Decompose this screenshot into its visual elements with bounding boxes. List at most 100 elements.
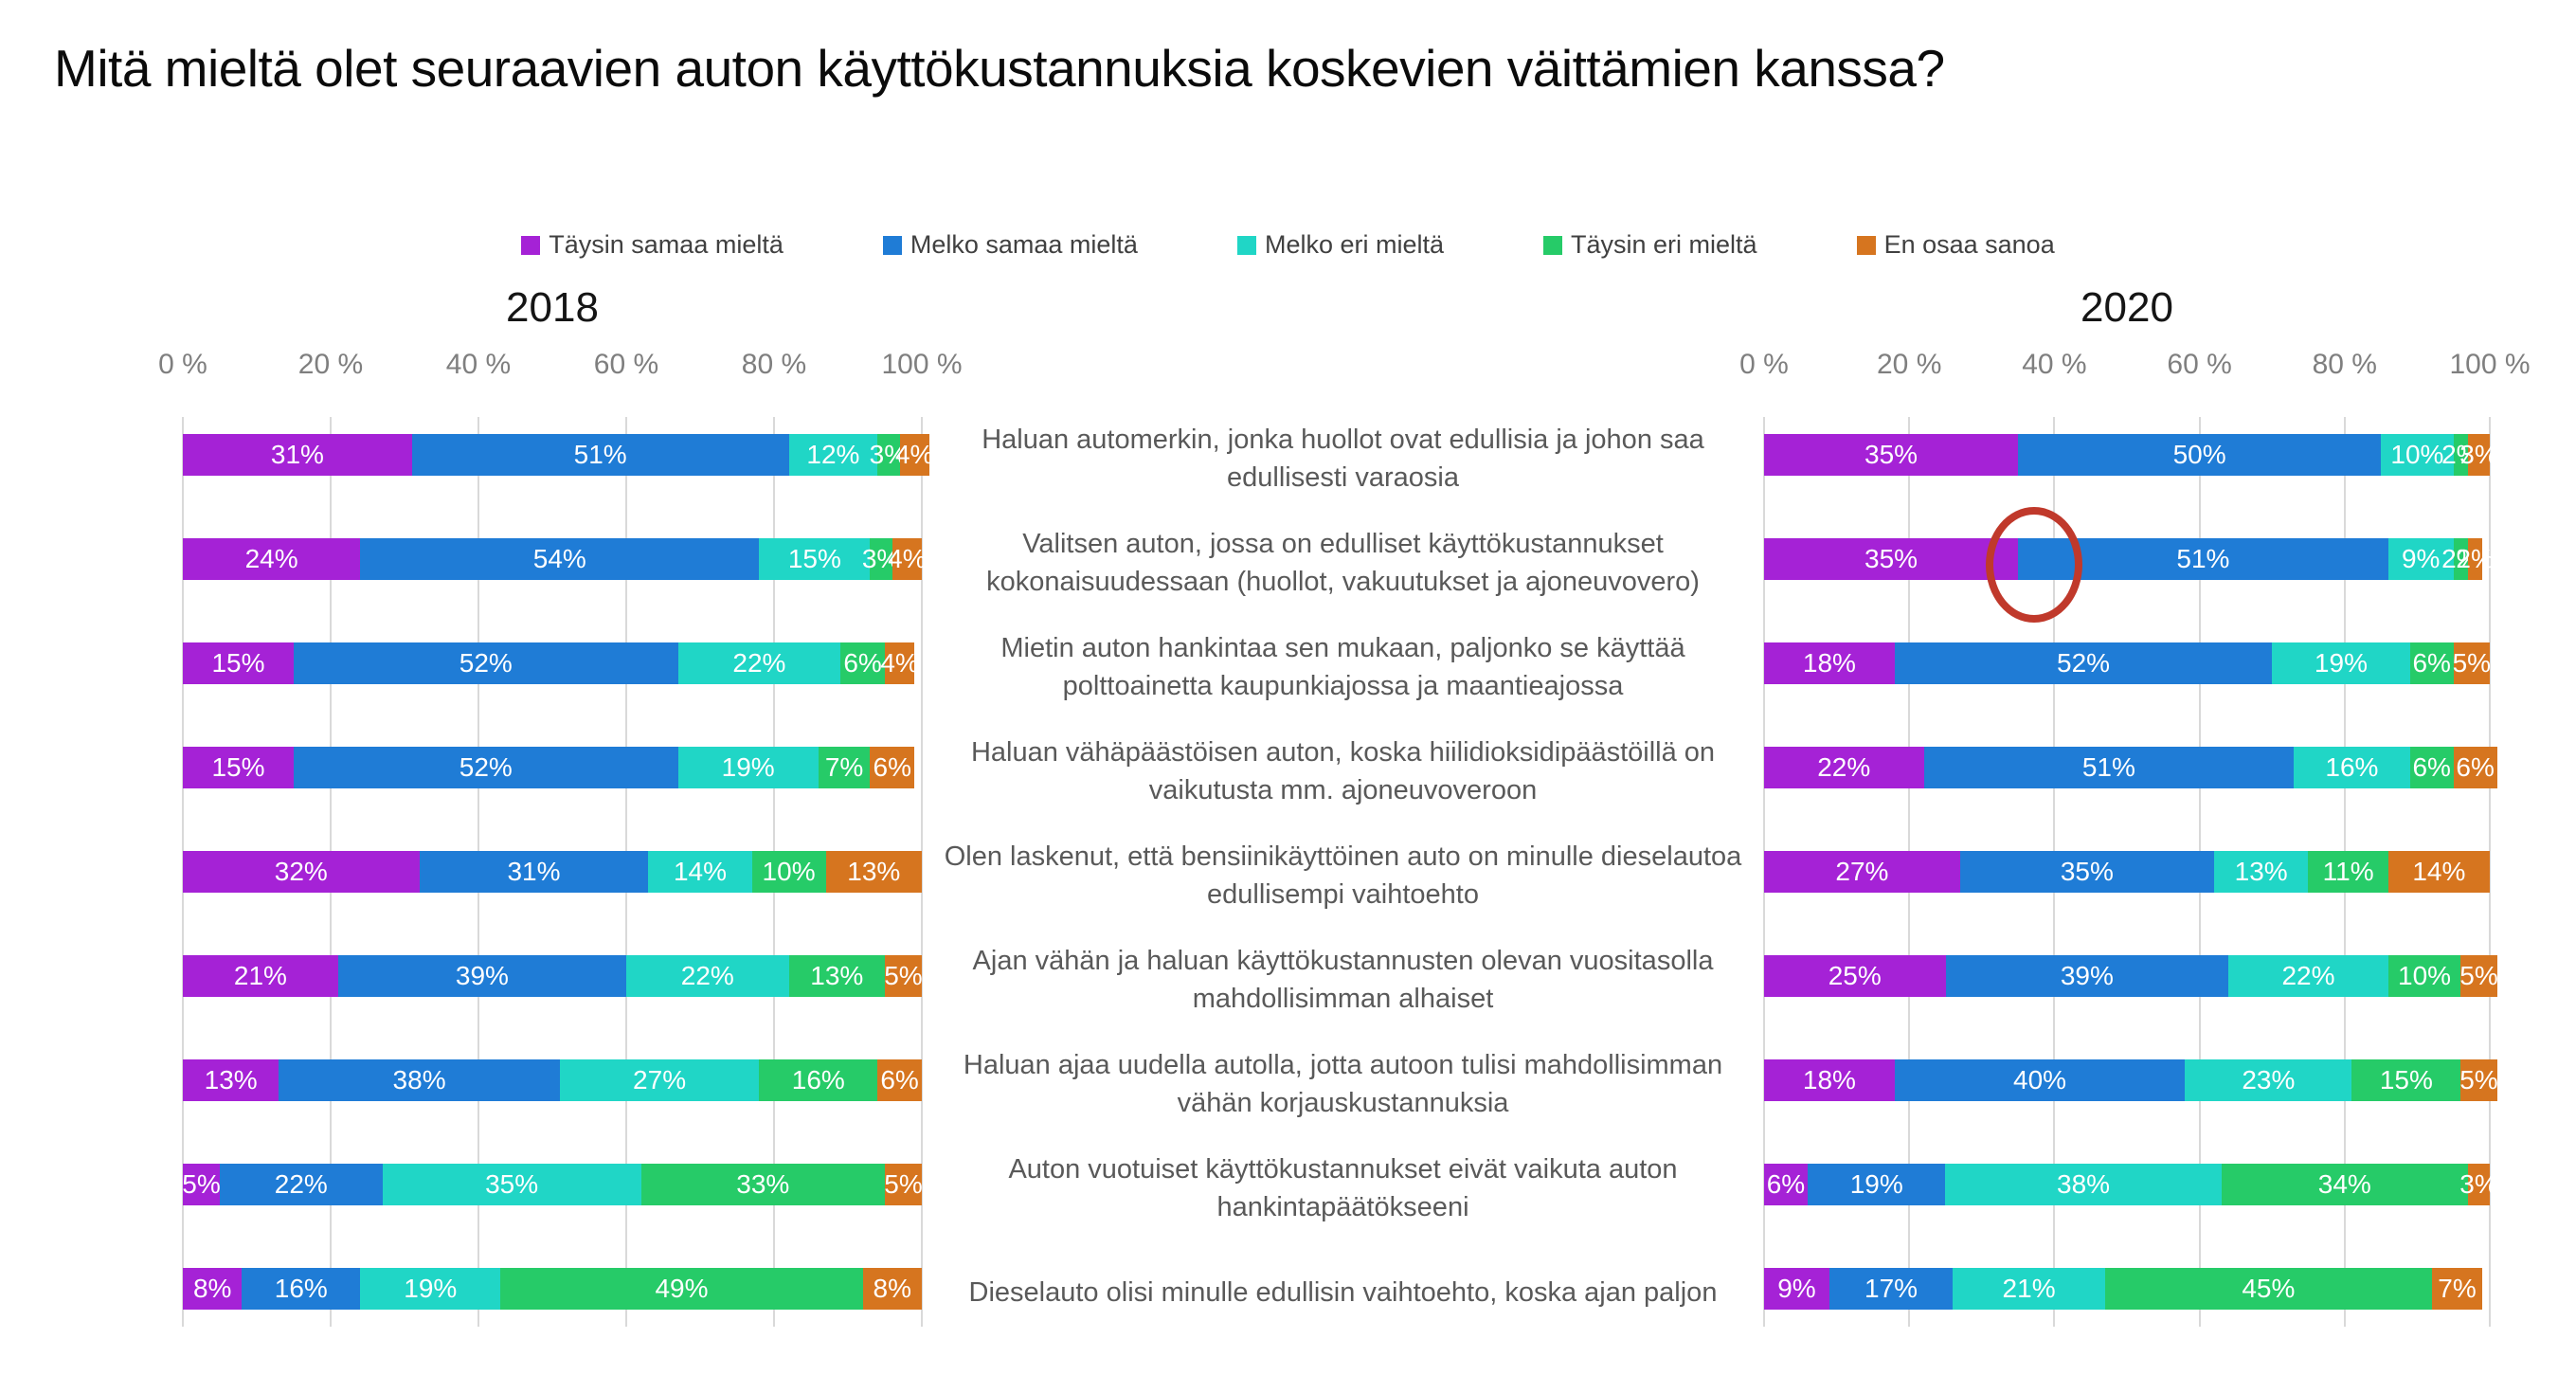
bar-segment: 35% [382, 1164, 641, 1205]
bar-segment-value-label: 13% [2234, 857, 2288, 886]
bar-segment-value-label: 54% [532, 544, 586, 573]
bar-segment-value-label: 35% [1864, 544, 1918, 573]
category-label: Mietin auton hankintaa sen mukaan, paljo… [1000, 632, 1685, 701]
bar-segment: 2% [2456, 538, 2495, 580]
bar-row: 18% 40% 23% 15% 5% [1764, 1059, 2498, 1101]
category-label: Auton vuotuiset käyttökustannukset eivät… [1008, 1153, 1678, 1222]
bar-segment: 4% [888, 538, 927, 580]
bar-segment: 5% [884, 955, 923, 997]
bar-segment: 18% [1764, 642, 1895, 684]
legend-item: Melko eri mieltä [1236, 230, 1444, 260]
bar-segment-value-label: 19% [721, 752, 775, 782]
bar-segment-value-label: 15% [2379, 1065, 2433, 1094]
bar-segment-value-label: 5% [2452, 648, 2492, 678]
chart-legend: Täysin samaa mieltä Melko samaa mieltä Mel… [0, 230, 2576, 260]
x-axis-tick-label: 0 % [1739, 349, 1789, 380]
x-axis-tick-label: 40 % [445, 349, 512, 380]
chart-2020-plot-area: 35% 50% 10% 2% 3% 35% 51% 9% 2% 2% 18% 52% 19% 6% 5% 22… [1763, 417, 2498, 1327]
bar-segment-value-label: 15% [787, 544, 841, 573]
bar-segment: 13% [2213, 851, 2309, 893]
bar-segment-value-label: 13% [810, 961, 864, 990]
bar-segment-value-label: 22% [732, 648, 786, 678]
bar-segment-value-label: 39% [455, 961, 509, 990]
bar-row: 9% 17% 21% 45% 7% [1764, 1268, 2490, 1310]
bar-segment: 52% [294, 642, 678, 684]
bar-segment: 50% [2018, 434, 2382, 476]
bar-segment: 39% [337, 955, 626, 997]
bar-row: 27% 35% 13% 11% 14% [1764, 851, 2490, 893]
bar-row: 35% 51% 9% 2% 2% [1764, 538, 2495, 580]
legend-item: Täysin samaa mieltä [521, 230, 784, 260]
bar-segment-value-label: 13% [847, 857, 901, 886]
bar-segment-value-label: 3% [2459, 1169, 2498, 1199]
bar-segment: 9% [2387, 538, 2454, 580]
bar-segment-value-label: 15% [211, 752, 265, 782]
red-circle-annotation [1986, 507, 2082, 623]
bar-segment: 52% [1894, 642, 2273, 684]
chart-2018: 2018 0 % 20 % 40 % 60 % 80 % 100 % 31% 51% 12% 3… [158, 280, 963, 1327]
bar-segment: 31% [183, 434, 412, 476]
bar-segment-value-label: 51% [2176, 544, 2230, 573]
bar-segment: 35% [1959, 851, 2214, 893]
x-axis-tick-label: 60 % [2167, 349, 2232, 380]
bar-segment-value-label: 7% [824, 752, 864, 782]
bar-segment-value-label: 16% [274, 1274, 328, 1303]
bar-segment: 11% [2308, 851, 2388, 893]
bar-row: 25% 39% 22% 10% 5% [1764, 955, 2498, 997]
bar-segment: 54% [360, 538, 760, 580]
bar-segment-value-label: 14% [673, 857, 728, 886]
bar-segment: 19% [360, 1268, 501, 1310]
x-axis-tick-label: 20 % [1876, 349, 1942, 380]
bar-segment-value-label: 18% [1802, 1065, 1856, 1094]
legend-label: Täysin samaa mieltä [549, 230, 784, 259]
bar-segment: 15% [183, 642, 294, 684]
bar-segment: 38% [279, 1059, 560, 1101]
chart-2020-x-axis: 0 % 20 % 40 % 60 % 80 % 100 % [1739, 343, 2530, 385]
bar-segment-value-label: 31% [270, 440, 324, 469]
bar-row: 6% 19% 38% 34% 3% [1764, 1164, 2498, 1205]
bar-segment: 38% [1945, 1164, 2222, 1205]
bar-segment-value-label: 16% [791, 1065, 845, 1094]
bar-segment-value-label: 21% [2002, 1274, 2056, 1303]
bar-segment: 31% [419, 851, 649, 893]
bar-segment-value-label: 4% [888, 544, 927, 573]
bar-segment: 4% [880, 642, 919, 684]
bar-segment-value-label: 3% [2459, 440, 2498, 469]
legend-label: Melko samaa mieltä [910, 230, 1138, 259]
x-axis-tick-label: 0 % [158, 349, 207, 380]
bar-segment: 16% [242, 1268, 361, 1310]
category-label: Haluan ajaa uudella autolla, jotta autoo… [963, 1049, 1723, 1118]
bar-segment-value-label: 51% [2081, 752, 2135, 782]
x-axis-tick-label: 20 % [297, 349, 364, 380]
bar-segment: 52% [294, 747, 678, 788]
bar-row: 24% 54% 15% 3% 4% [183, 538, 927, 580]
bar-segment-value-label: 19% [1849, 1169, 1903, 1199]
bar-row: 15% 52% 19% 7% 6% [183, 747, 922, 788]
category-label: Valitsen auton, jossa on edulliset käytt… [986, 528, 1700, 597]
bar-segment-value-label: 9% [1777, 1274, 1816, 1303]
bar-segment: 40% [1894, 1059, 2186, 1101]
bar-segment-value-label: 4% [880, 648, 919, 678]
bar-segment-value-label: 18% [1802, 648, 1856, 678]
x-axis-tick-label: 60 % [593, 349, 659, 380]
bar-segment-value-label: 11% [2322, 857, 2374, 886]
bar-segment-value-label: 39% [2060, 961, 2114, 990]
legend-label: En osaa sanoa [1883, 230, 2055, 259]
x-axis-tick-label: 100 % [2449, 349, 2531, 380]
bar-segment-value-label: 19% [404, 1274, 458, 1303]
bar-segment-value-label: 50% [2172, 440, 2226, 469]
bar-segment: 19% [2272, 642, 2410, 684]
bar-segment: 6% [870, 747, 915, 788]
bar-segment: 6% [2409, 642, 2454, 684]
x-axis-tick-label: 40 % [2022, 349, 2087, 380]
chart-2018-year-label: 2018 [506, 284, 599, 331]
bar-segment: 24% [183, 538, 361, 580]
bar-segment: 12% [788, 434, 878, 476]
legend-swatch-icon [1856, 235, 1876, 255]
bar-segment-value-label: 23% [2242, 1065, 2296, 1094]
bar-segment-value-label: 38% [392, 1065, 446, 1094]
category-labels-column: Haluan automerkin, jonka huollot ovat ed… [922, 373, 1764, 1308]
bar-segment-value-label: 35% [2060, 857, 2114, 886]
bar-segment: 21% [1953, 1268, 2106, 1310]
bar-segment: 5% [2459, 955, 2498, 997]
